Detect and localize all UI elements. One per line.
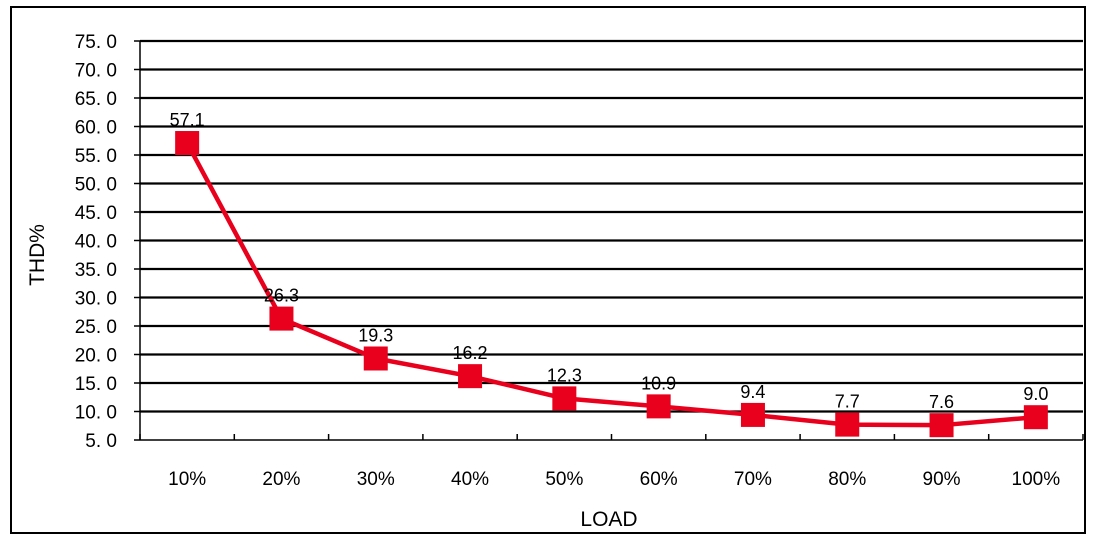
y-tick-label: 45. 0 <box>75 203 117 224</box>
y-tick-labels: 5. 0 10. 0 15. 0 20. 0 25. 0 30. 0 35. 0 40. 0 4… <box>75 32 117 452</box>
data-point-marker <box>835 412 860 437</box>
data-label: 19.3 <box>358 325 393 345</box>
y-tick-label: 65. 0 <box>75 89 117 110</box>
x-tick-label: 90% <box>923 469 961 490</box>
data-label: 16.2 <box>453 343 488 363</box>
data-label: 7.7 <box>835 392 860 412</box>
data-point-marker <box>1023 405 1048 430</box>
x-tick-label: 60% <box>640 469 678 490</box>
data-point-marker <box>269 306 294 331</box>
x-axis-title: LOAD <box>580 508 637 531</box>
x-tick-labels: 10% 20% 30% 40% 50% 60% 70% 80% 90% 100% <box>168 469 1060 490</box>
data-label: 9.0 <box>1023 384 1048 404</box>
series-layer <box>185 141 1037 428</box>
y-tick-label: 75. 0 <box>75 32 117 53</box>
data-point-marker <box>175 131 200 156</box>
x-tick-label: 50% <box>545 469 583 490</box>
y-tick-label: 15. 0 <box>75 374 117 395</box>
y-tick-label: 60. 0 <box>75 118 117 139</box>
y-tick-label: 35. 0 <box>75 260 117 281</box>
data-labels: 57.1 26.3 19.3 16.2 12.3 10.9 9.4 7.7 7.6 9.0 <box>170 110 1049 412</box>
y-tick-label: 30. 0 <box>75 289 117 310</box>
y-axis-title: THD% <box>26 224 49 286</box>
y-tick-label: 20. 0 <box>75 346 117 367</box>
y-tick-label: 50. 0 <box>75 175 117 196</box>
x-tick-label: 80% <box>828 469 866 490</box>
data-point-marker <box>552 386 577 411</box>
data-label: 26.3 <box>264 286 299 306</box>
y-tick-label: 5. 0 <box>85 431 117 452</box>
data-point-marker <box>363 346 388 371</box>
x-tick-label: 10% <box>168 469 206 490</box>
y-tick-label: 40. 0 <box>75 232 117 253</box>
data-label: 57.1 <box>170 110 205 130</box>
series-line <box>185 141 1037 428</box>
x-tick-label: 30% <box>357 469 395 490</box>
data-point-marker <box>929 413 954 438</box>
data-label: 12.3 <box>547 365 582 385</box>
x-tick-label: 40% <box>451 469 489 490</box>
data-point-marker <box>646 394 671 419</box>
data-label: 10.9 <box>641 373 676 393</box>
data-point-marker <box>740 402 765 427</box>
axes <box>134 40 1084 441</box>
gridlines <box>140 39 1083 413</box>
data-label: 9.4 <box>740 382 765 402</box>
y-tick-label: 55. 0 <box>75 146 117 167</box>
chart-frame <box>10 6 1086 534</box>
x-tick-label: 70% <box>734 469 772 490</box>
data-point-marker <box>458 364 483 389</box>
marker-layer <box>175 131 1048 438</box>
y-tick-label: 25. 0 <box>75 317 117 338</box>
y-tick-label: 10. 0 <box>75 403 117 424</box>
x-tick-label: 100% <box>1012 469 1061 490</box>
y-tick-label: 70. 0 <box>75 61 117 82</box>
data-label: 7.6 <box>929 392 954 412</box>
x-tick-label: 20% <box>262 469 300 490</box>
